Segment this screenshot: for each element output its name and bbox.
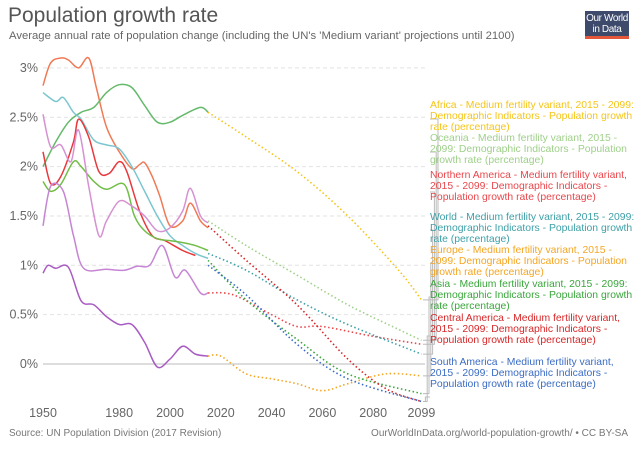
projection-line [207,220,422,342]
y-tick-label: 1.5% [10,209,39,223]
chart-subtitle: Average annual rate of population change… [9,30,515,42]
legend-connector [423,229,434,355]
y-tick-label: 0.5% [10,308,39,322]
historical-line [42,159,209,252]
legend-item[interactable]: Oceania - Medium fertility variant, 2015… [430,133,627,167]
historical-line [42,83,209,167]
y-tick-label: 0% [20,357,38,371]
x-tick-label: 2040 [258,406,286,420]
legend-item[interactable]: Africa - Medium fertility variant, 2015 … [430,100,634,134]
x-tick-label: 2060 [308,406,336,420]
legend-item[interactable]: Asia - Medium fertility variant, 2015 - … [430,279,633,313]
source-url[interactable]: OurWorldInData.org/world-population-grow… [371,428,628,439]
legend-item[interactable]: Europe - Medium fertility variant, 2015 … [430,245,627,279]
x-tick-label: 1980 [105,406,133,420]
historical-line [42,56,209,229]
legend-item[interactable]: Northern America - Medium fertility vari… [430,170,627,204]
chart-title: Population growth rate [8,4,219,27]
projection-line [207,111,423,301]
y-tick-label: 1% [20,258,38,272]
historical-line [42,114,209,238]
projection-line [207,354,422,392]
x-tick-label: 1950 [29,406,57,420]
x-tick-label: 2000 [156,406,184,420]
y-tick-label: 2.5% [10,110,39,124]
x-tick-label: 2080 [359,406,387,420]
projection-line [208,291,422,346]
x-tick-label: 2020 [207,406,235,420]
legend-connector [423,296,430,395]
projection-line [207,225,422,403]
historical-line [42,91,209,260]
historical-line [42,118,196,257]
legend-item[interactable]: Central America - Medium fertility varia… [430,313,620,347]
owid-logo[interactable]: Our World in Data [585,11,629,39]
y-tick-label: 3% [20,61,38,75]
historical-line [42,264,209,369]
legend-connector [423,396,430,403]
source-note[interactable]: Source: UN Population Division (2017 Rev… [9,428,222,439]
x-tick-label: 2099 [408,406,436,420]
legend-connector [423,151,437,341]
historical-line [42,182,209,296]
legend-item[interactable]: World - Medium fertility variant, 2015 -… [430,212,635,246]
projection-line [207,264,422,403]
y-tick-label: 2% [20,160,38,174]
projection-line [207,252,422,355]
projection-line [207,259,422,395]
legend-item[interactable]: South America - Medium fertility variant… [430,357,614,391]
